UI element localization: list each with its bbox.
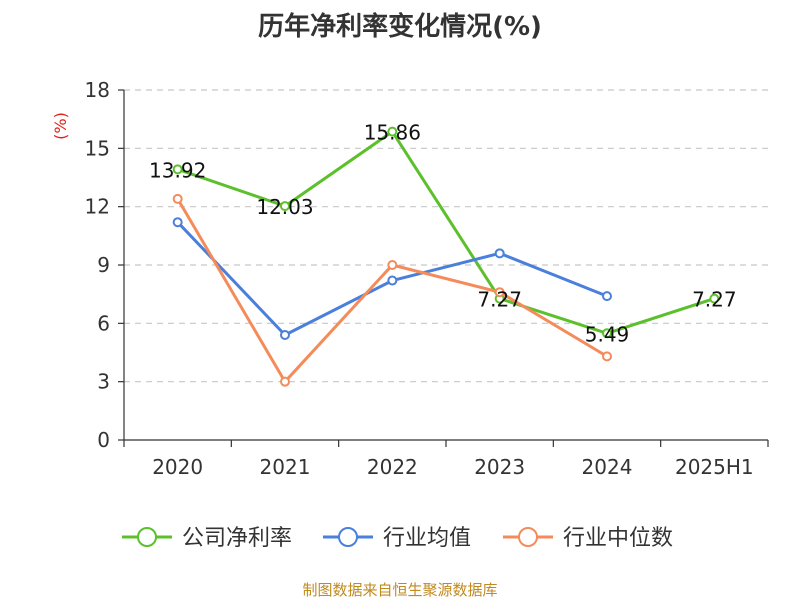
legend-label: 行业中位数 — [563, 526, 673, 551]
x-tick-label: 2020 — [152, 455, 203, 479]
legend-label: 公司净利率 — [182, 526, 292, 551]
y-tick-labels: 0 3 6 9 12 15 18 — [85, 78, 124, 452]
x-tick-label: 2024 — [582, 455, 633, 479]
x-tick-label: 2025H1 — [675, 455, 754, 479]
legend-item: 行业均值 — [323, 526, 471, 551]
x-tick-labels: 2020 2021 2022 2023 2024 2025H1 — [123, 440, 769, 479]
y-tick-label: 12 — [85, 195, 110, 219]
data-point — [602, 291, 612, 302]
data-point — [387, 126, 398, 137]
y-tick-label: 15 — [85, 136, 110, 160]
legend-marker — [518, 527, 538, 547]
legend-marker — [338, 527, 358, 547]
data-point — [172, 193, 183, 204]
data-point — [387, 260, 398, 270]
y-tick-label: 18 — [85, 78, 110, 102]
data-point — [387, 275, 398, 286]
data-label: 12.03 — [256, 195, 313, 219]
data-label: 5.49 — [585, 322, 630, 346]
y-tick-label: 9 — [97, 253, 110, 277]
y-tick-label: 0 — [97, 428, 110, 452]
legend-marker — [137, 527, 157, 547]
data-label: 7.27 — [477, 288, 522, 312]
legend-item: 公司净利率 — [122, 526, 292, 551]
data-point — [494, 248, 505, 259]
data-label: 7.27 — [692, 288, 737, 312]
data-point — [709, 293, 720, 304]
data-point — [280, 330, 290, 340]
grid — [124, 89, 768, 383]
data-point — [280, 201, 290, 212]
x-tick-label: 2023 — [474, 455, 525, 479]
x-tick-label: 2021 — [260, 455, 311, 479]
legend-item: 行业中位数 — [503, 526, 673, 551]
source-note: 制图数据来自恒生聚源数据库 — [302, 581, 497, 599]
data-point — [602, 351, 612, 362]
series-line — [177, 130, 715, 335]
y-axis-unit: (%) — [51, 112, 70, 140]
data-point — [602, 328, 612, 339]
data-point — [172, 164, 183, 175]
series-3 — [172, 193, 612, 387]
data-label: 13.92 — [149, 158, 206, 182]
y-tick-label: 6 — [97, 311, 110, 335]
x-tick-label: 2022 — [367, 455, 418, 479]
series-group — [172, 126, 720, 387]
y-tick-label: 3 — [97, 370, 110, 394]
legend: 公司净利率 行业均值 行业中位数 — [122, 526, 673, 551]
data-label: 15.86 — [364, 121, 421, 145]
chart-title: 历年净利率变化情况(%) — [258, 11, 542, 42]
data-point — [172, 217, 183, 228]
legend-label: 行业均值 — [383, 526, 471, 551]
data-point — [494, 287, 505, 298]
data-labels: 13.92 12.03 15.86 7.27 5.49 7.27 — [149, 121, 737, 347]
data-point — [280, 376, 290, 387]
series-2 — [172, 217, 612, 340]
